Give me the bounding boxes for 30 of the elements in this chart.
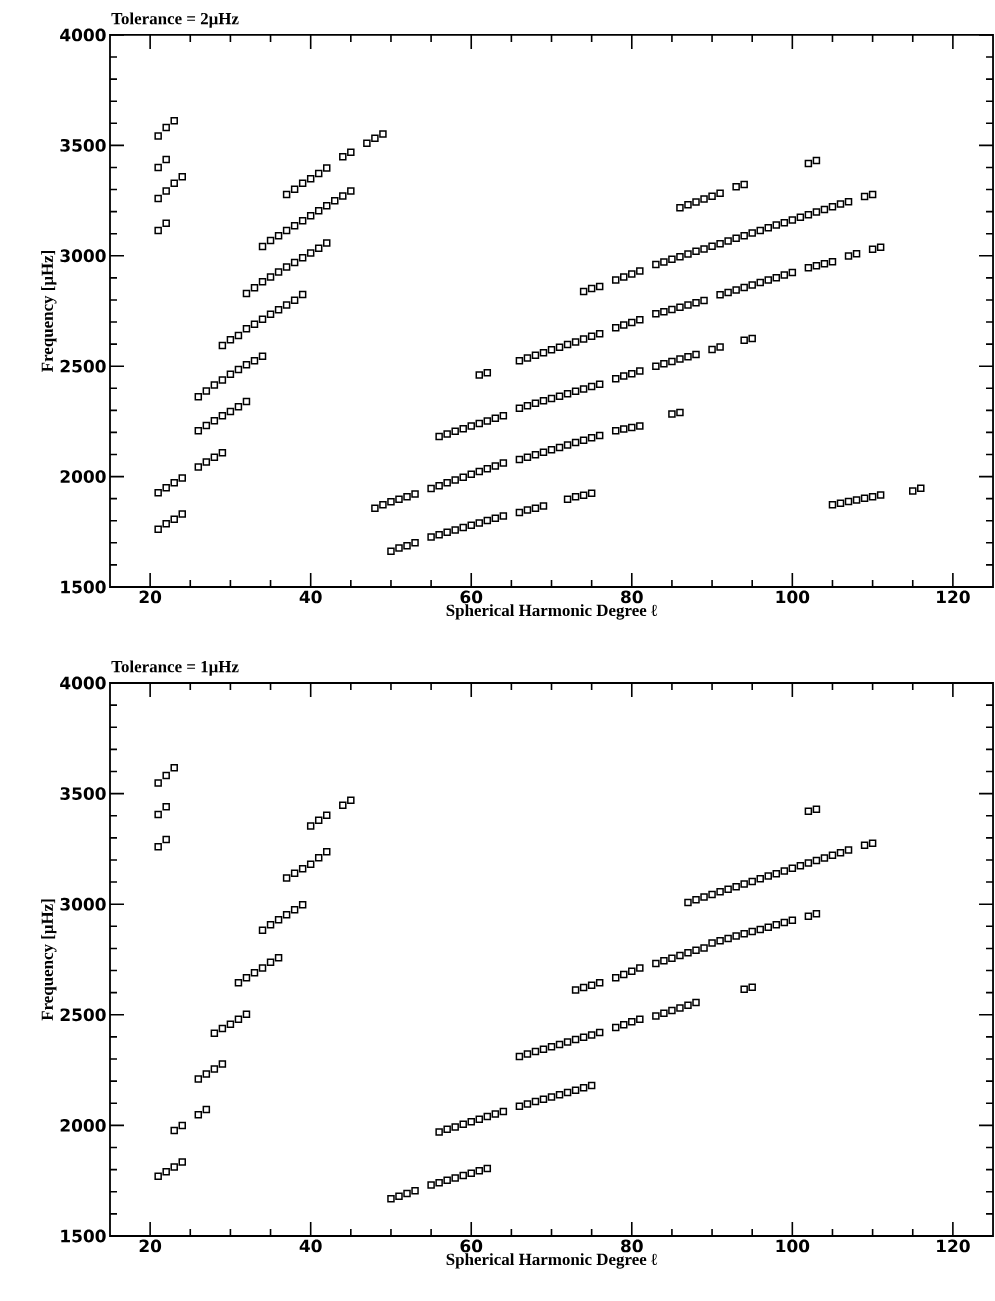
x-tick-label: 20 xyxy=(139,1239,162,1253)
y-tick-label: 3500 xyxy=(60,138,106,152)
x-tick-label: 100 xyxy=(776,590,810,604)
y-tick-label: 1500 xyxy=(61,580,106,594)
x-tick-label: 80 xyxy=(621,1239,643,1253)
y-axis-title: Frequency [μHz] xyxy=(41,899,57,1021)
chart-title: Tolerance = 2μHz xyxy=(111,12,239,28)
y-tick-label: 2500 xyxy=(60,1008,106,1022)
chart-title: Tolerance = 1μHz xyxy=(111,660,239,676)
x-tick-label: 20 xyxy=(139,590,162,604)
y-tick-label: 2500 xyxy=(60,359,106,373)
x-tick-label: 40 xyxy=(299,1239,322,1253)
x-axis-title: Spherical Harmonic Degree ℓ xyxy=(446,1253,658,1269)
x-axis-title: Spherical Harmonic Degree ℓ xyxy=(446,604,658,620)
x-tick-label: 40 xyxy=(299,590,322,604)
x-tick-label: 120 xyxy=(937,590,970,604)
y-tick-label: 2000 xyxy=(60,1118,106,1132)
x-tick-label: 100 xyxy=(776,1239,810,1253)
y-tick-label: 3000 xyxy=(60,249,106,263)
y-tick-label: 4000 xyxy=(60,28,106,42)
x-tick-label: 60 xyxy=(460,1239,483,1253)
y-tick-label: 4000 xyxy=(60,676,106,690)
x-tick-label: 120 xyxy=(937,1239,970,1253)
x-tick-label: 60 xyxy=(460,590,483,604)
y-axis-title: Frequency [μHz] xyxy=(41,250,57,372)
y-tick-label: 3000 xyxy=(60,897,106,911)
y-tick-label: 3500 xyxy=(60,787,106,800)
x-tick-label: 80 xyxy=(621,590,643,604)
y-tick-label: 2000 xyxy=(60,470,106,483)
y-tick-label: 1500 xyxy=(61,1229,106,1243)
